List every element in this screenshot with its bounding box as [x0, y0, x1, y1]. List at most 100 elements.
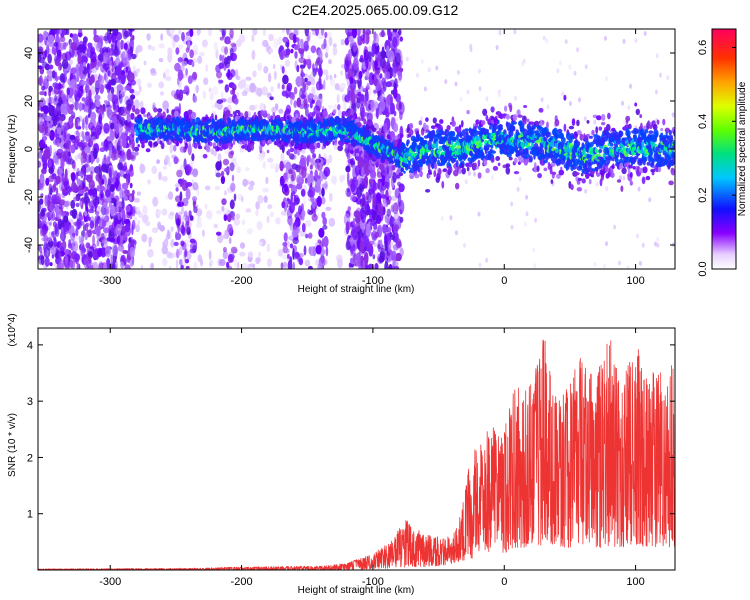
heatmap-cell [510, 201, 514, 207]
heatmap-cell [188, 140, 192, 152]
heatmap-cell [90, 46, 95, 56]
heatmap-cell [135, 47, 139, 57]
heatmap-cell [76, 49, 81, 55]
heatmap-cell [79, 71, 84, 80]
heatmap-cell [251, 34, 255, 42]
heatmap-cell [44, 63, 50, 71]
heatmap-cell [173, 158, 178, 165]
heatmap-cell [390, 90, 395, 95]
heatmap-cell [71, 73, 76, 80]
heatmap-cell [55, 187, 59, 195]
heatmap-cell [192, 168, 199, 178]
heatmap-cell [477, 211, 481, 217]
heatmap-cell [478, 86, 482, 92]
heatmap-cell [233, 218, 240, 226]
heatmap-cell [169, 144, 174, 154]
heatmap-cell [167, 53, 173, 63]
heatmap-cell [317, 57, 321, 64]
heatmap-cell [97, 247, 102, 258]
heatmap-cell [133, 146, 140, 152]
heatmap-cell [157, 221, 162, 230]
heatmap-cell [48, 42, 54, 47]
heatmap-cell [46, 70, 53, 75]
heatmap-cell [266, 149, 270, 154]
heatmap-cell [351, 176, 358, 189]
heatmap-cell [387, 50, 395, 63]
heatmap-cell [127, 98, 134, 107]
heatmap-cell [147, 179, 152, 185]
heatmap-cell [359, 85, 364, 91]
heatmap-cell [648, 197, 652, 203]
heatmap-cell [234, 259, 238, 268]
heatmap-cell [593, 119, 597, 125]
heatmap-cell [150, 262, 154, 269]
heatmap-cell [215, 172, 222, 178]
heatmap-cell [54, 83, 60, 90]
heatmap-cell [75, 70, 80, 82]
heatmap-cell [107, 156, 111, 163]
heatmap-cell [121, 197, 125, 209]
heatmap-cell [133, 197, 140, 203]
heatmap-cell [196, 221, 203, 228]
heatmap-cell [305, 233, 309, 239]
heatmap-cell [334, 83, 340, 91]
heatmap-cell [478, 262, 482, 268]
heatmap-cell [179, 191, 183, 202]
heatmap-cell [47, 149, 51, 161]
heatmap-cell [513, 29, 517, 35]
heatmap-cell [284, 41, 290, 47]
heatmap-cell [191, 153, 195, 162]
heatmap-cell [231, 216, 235, 221]
heatmap-cell [122, 138, 127, 149]
heatmap-cell [91, 136, 95, 142]
heatmap-cell [135, 224, 140, 233]
heatmap-cell [334, 139, 338, 143]
heatmap-cell [136, 191, 141, 196]
heatmap-cell [218, 79, 224, 84]
heatmap-cell [285, 161, 292, 170]
heatmap-cell [392, 202, 399, 215]
heatmap-cell [346, 190, 351, 197]
heatmap-cell [262, 110, 268, 118]
heatmap-cell [45, 177, 50, 186]
heatmap-cell [324, 31, 328, 39]
heatmap-cell [225, 72, 229, 77]
heatmap-cell [133, 216, 137, 221]
heatmap-cell [245, 76, 252, 81]
heatmap-cell [291, 229, 299, 238]
heatmap-cell [271, 106, 277, 115]
heatmap-cell [106, 163, 110, 174]
heatmap-cell [97, 187, 100, 192]
heatmap-cell [49, 262, 53, 267]
heatmap-cell [584, 188, 588, 194]
heatmap-cell [233, 193, 237, 202]
heatmap-cell [75, 227, 79, 237]
heatmap-cell [454, 81, 458, 87]
heatmap-cell [268, 33, 274, 42]
heatmap-cell [247, 251, 254, 258]
heatmap-cell [257, 194, 264, 204]
heatmap-cell [40, 255, 45, 266]
heatmap-cell [456, 69, 460, 75]
heatmap-cell [266, 243, 271, 253]
heatmap-cell [254, 103, 259, 109]
heatmap-cell [246, 228, 253, 235]
heatmap-cell [43, 99, 46, 106]
heatmap-cell [473, 171, 476, 177]
heatmap-cell [514, 96, 517, 101]
heatmap-cell [490, 175, 494, 180]
heatmap-cell [174, 62, 181, 72]
heatmap-cell [315, 175, 322, 180]
heatmap-cell [219, 258, 226, 267]
heatmap-cell [54, 29, 60, 36]
heatmap-cell [68, 116, 73, 126]
heatmap-cell [365, 69, 370, 79]
heatmap-cell [304, 259, 311, 267]
heatmap-cell [113, 45, 119, 58]
heatmap-cell [398, 200, 405, 214]
heatmap-cell [316, 142, 321, 149]
heatmap-cell [235, 213, 241, 220]
heatmap-cell [311, 86, 316, 95]
heatmap-cell [52, 154, 59, 164]
heatmap-cell [360, 34, 365, 41]
